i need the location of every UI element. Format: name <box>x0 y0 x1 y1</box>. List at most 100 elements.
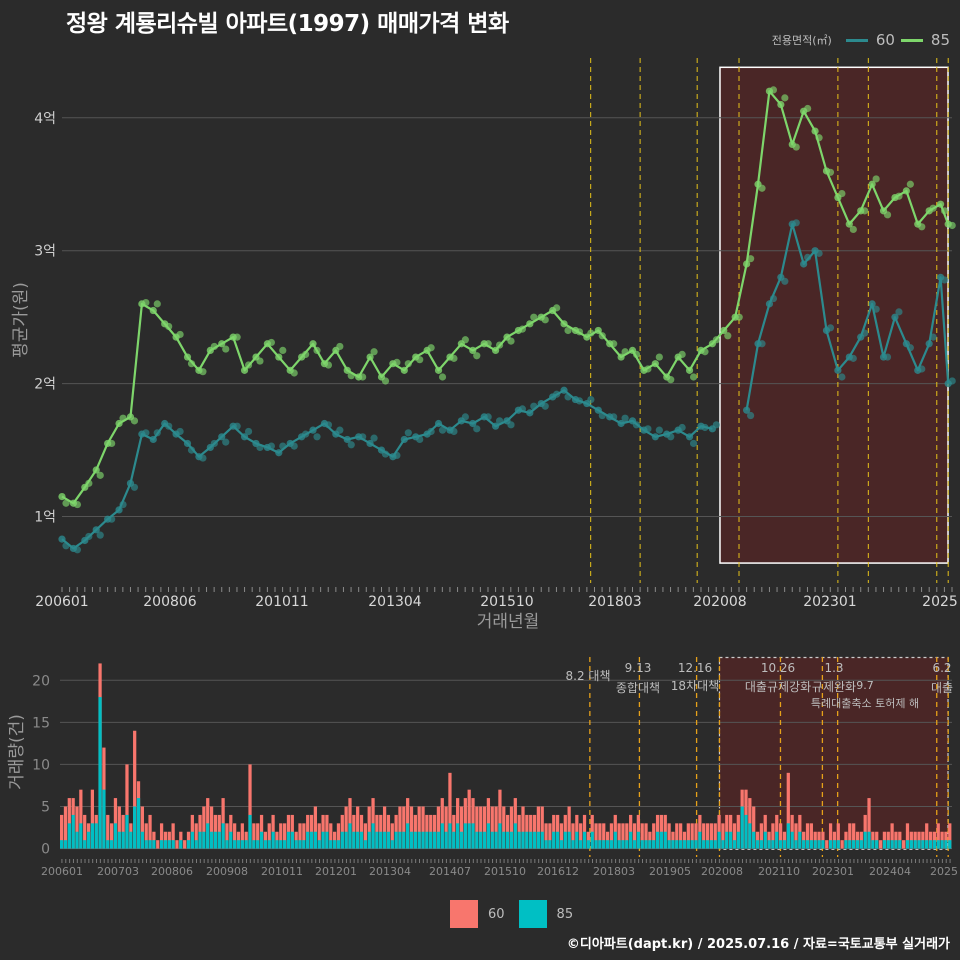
price-point-60 <box>85 532 93 541</box>
volume-bar-60 <box>875 831 879 849</box>
volume-bar-60 <box>625 823 629 849</box>
volume-bar-60 <box>840 840 844 849</box>
volume-bar-85 <box>382 831 387 849</box>
volume-bar-60 <box>936 823 940 849</box>
price-point-85 <box>689 373 698 381</box>
volume-bar-85 <box>252 840 256 849</box>
price-point-85 <box>530 313 538 321</box>
price-point-85 <box>142 298 150 307</box>
volume-bar-85 <box>913 840 917 849</box>
volume-bar-85 <box>309 831 314 849</box>
volume-bar-85 <box>905 840 910 849</box>
volume-bar-85 <box>652 840 656 849</box>
price-xtick-label: 202301 <box>803 594 856 610</box>
price-point-60 <box>62 542 70 550</box>
volume-bar-60 <box>932 831 937 849</box>
volume-bar-85 <box>148 840 152 849</box>
volume-bar-60 <box>559 823 564 849</box>
volume-bar-85 <box>805 840 810 849</box>
volume-bar-60 <box>467 789 471 849</box>
volume-bar-85 <box>817 840 821 849</box>
volume-bar-85 <box>494 831 498 849</box>
volume-bar-85 <box>705 840 710 849</box>
price-point-85 <box>199 368 207 376</box>
volume-bar-85 <box>555 831 560 849</box>
volume-xtick-label: 201011 <box>261 865 303 878</box>
price-point-60 <box>366 439 374 448</box>
price-point-60 <box>906 344 914 352</box>
volume-bar-85 <box>506 831 510 849</box>
volume-bar-85 <box>767 840 771 849</box>
volume-bar-85 <box>71 814 75 849</box>
price-point-60 <box>92 526 100 534</box>
volume-bar-60 <box>75 806 79 849</box>
volume-xtick-label: 202404 <box>869 865 911 878</box>
price-point-60 <box>404 429 412 437</box>
volume-bar-60 <box>813 831 817 849</box>
price-point-85 <box>85 479 93 487</box>
volume-bar-85 <box>286 831 291 849</box>
price-ytick-label: 1억 <box>34 510 56 526</box>
volume-bar-85 <box>609 840 614 849</box>
price-point-85 <box>279 346 287 355</box>
price-legend-title: 전용면적(㎡) <box>771 34 832 47</box>
volume-bar-85 <box>152 840 156 849</box>
price-point-85 <box>324 361 333 369</box>
volume-bar-60 <box>925 823 929 849</box>
volume-bar-60 <box>652 823 656 849</box>
volume-bar-60 <box>809 823 813 849</box>
volume-bar-85 <box>244 840 248 849</box>
volume-bar-85 <box>763 831 767 849</box>
price-point-60 <box>183 439 192 448</box>
chart-title: 정왕 계룡리슈빌 아파트(1997) 매매가격 변화 <box>66 11 509 37</box>
volume-bar-60 <box>448 772 452 849</box>
volume-bar-60 <box>63 806 68 849</box>
price-point-60 <box>416 435 424 444</box>
volume-ytick-label: 20 <box>32 673 50 689</box>
price-point-85 <box>872 175 880 183</box>
volume-annotation-date: 9.13 <box>625 661 652 675</box>
volume-xtick-label: 202301 <box>812 865 854 878</box>
volume-bar-85 <box>409 831 414 849</box>
volume-bar-85 <box>236 840 241 849</box>
volume-bar-85 <box>190 831 194 849</box>
volume-bar-85 <box>871 840 875 849</box>
price-point-60 <box>336 426 344 434</box>
volume-bar-60 <box>436 806 441 849</box>
volume-bar-85 <box>917 840 921 849</box>
volume-bar-60 <box>236 831 241 849</box>
price-xtick-label: 201304 <box>368 594 422 610</box>
volume-bar-60 <box>186 831 191 849</box>
price-point-85 <box>187 360 196 368</box>
volume-bar-85 <box>509 831 514 849</box>
price-xtick-label: 201011 <box>255 594 308 610</box>
volume-bar-60 <box>409 806 414 849</box>
price-point-60 <box>712 421 720 429</box>
volume-bar-60 <box>332 831 337 849</box>
volume-bar-85 <box>940 840 944 849</box>
volume-bar-60 <box>540 806 544 849</box>
volume-bar-85 <box>936 840 940 849</box>
volume-bar-60 <box>586 831 590 849</box>
volume-bar-60 <box>640 823 644 849</box>
volume-bar-85 <box>644 840 648 849</box>
price-point-60 <box>165 422 173 430</box>
volume-xtick-label: 201612 <box>537 865 579 878</box>
volume-bar-60 <box>821 831 825 849</box>
price-point-85 <box>575 328 584 336</box>
volume-bar-85 <box>283 840 287 849</box>
price-point-85 <box>309 340 317 348</box>
volume-bar-85 <box>167 840 171 849</box>
price-point-85 <box>598 332 606 340</box>
volume-bar-60 <box>175 840 179 849</box>
volume-bar-60 <box>283 823 287 849</box>
price-point-60 <box>222 438 230 446</box>
volume-bar-85 <box>655 831 660 849</box>
volume-bar-85 <box>828 840 833 849</box>
volume-bar-60 <box>802 831 806 849</box>
price-point-85 <box>720 326 728 335</box>
volume-annotation-date: 6.2 <box>932 661 951 675</box>
price-point-85 <box>724 332 732 340</box>
price-point-85 <box>815 134 823 142</box>
volume-bar-85 <box>694 840 698 849</box>
